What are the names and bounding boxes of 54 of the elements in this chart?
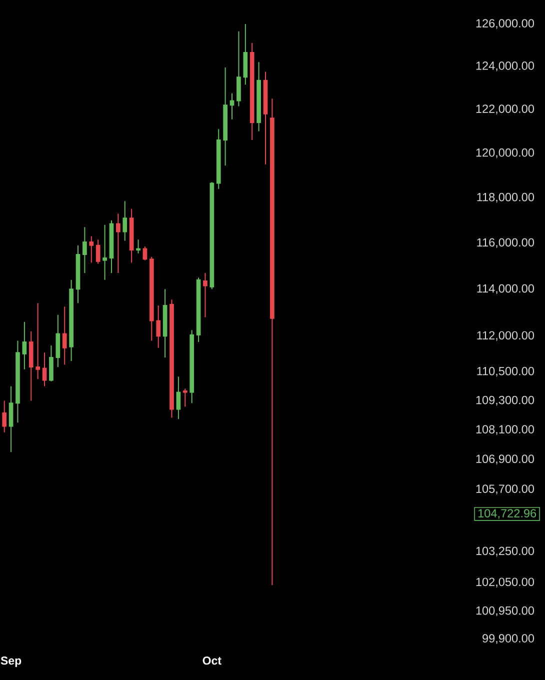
candlestick bbox=[170, 299, 174, 418]
candlestick bbox=[216, 128, 221, 190]
candlestick bbox=[236, 30, 241, 107]
y-tick-label: 120,000.00 bbox=[476, 148, 534, 158]
y-tick-label: 102,050.00 bbox=[476, 578, 534, 588]
candlestick bbox=[156, 304, 161, 348]
y-tick-label: 112,000.00 bbox=[477, 331, 534, 341]
candlestick bbox=[56, 314, 60, 368]
candlestick bbox=[270, 98, 274, 586]
y-tick-label: 110,500.00 bbox=[477, 366, 534, 377]
candlestick bbox=[42, 352, 47, 387]
candlestick bbox=[89, 236, 94, 264]
candlestick bbox=[82, 226, 87, 274]
candlestick bbox=[182, 388, 188, 408]
y-tick-label: 126,000.00 bbox=[476, 19, 534, 29]
x-tick-label: Oct bbox=[202, 656, 222, 665]
candlestick bbox=[149, 256, 154, 342]
candlestick bbox=[263, 71, 268, 165]
candlestick bbox=[190, 330, 194, 404]
candlestick bbox=[116, 213, 120, 274]
candlestick bbox=[49, 345, 54, 382]
candlestick bbox=[102, 224, 107, 280]
y-tick-label: 116,000.00 bbox=[477, 238, 534, 248]
y-tick-label: 105,700.00 bbox=[476, 484, 534, 494]
candlestick bbox=[2, 400, 7, 433]
candlestick bbox=[203, 272, 208, 318]
candlestick bbox=[122, 200, 128, 242]
y-tick-label: 103,250.00 bbox=[476, 546, 534, 556]
candlestick bbox=[8, 386, 14, 453]
y-tick-label: 118,000.00 bbox=[477, 192, 534, 203]
y-tick-label: 114,000.00 bbox=[477, 284, 534, 294]
candlestick bbox=[62, 306, 67, 366]
y-tick-label: 99,900.00 bbox=[482, 634, 534, 644]
candlestick bbox=[250, 42, 254, 141]
candlestick bbox=[36, 302, 40, 380]
y-tick-label: 124,000.00 bbox=[476, 62, 534, 72]
x-tick-label: Sep bbox=[0, 656, 22, 667]
candlestick bbox=[28, 330, 34, 402]
y-tick-label: 108,100.00 bbox=[476, 425, 534, 435]
candlestick bbox=[22, 321, 27, 370]
candlestick bbox=[243, 23, 248, 86]
y-tick-label: 122,000.00 bbox=[476, 104, 534, 114]
y-tick-label: 109,300.00 bbox=[476, 396, 534, 406]
candlestick bbox=[96, 239, 100, 264]
candlestick bbox=[162, 288, 168, 358]
candlestick bbox=[69, 279, 74, 362]
candlestick bbox=[16, 340, 20, 424]
candlestick bbox=[230, 92, 234, 120]
candlestick bbox=[136, 239, 140, 254]
y-tick-label: 106,900.00 bbox=[476, 454, 534, 464]
y-tick-label: 100,950.00 bbox=[476, 606, 534, 616]
text: 104,722.96 bbox=[478, 509, 536, 519]
candlestick bbox=[223, 66, 228, 166]
candlestick bbox=[256, 62, 261, 132]
